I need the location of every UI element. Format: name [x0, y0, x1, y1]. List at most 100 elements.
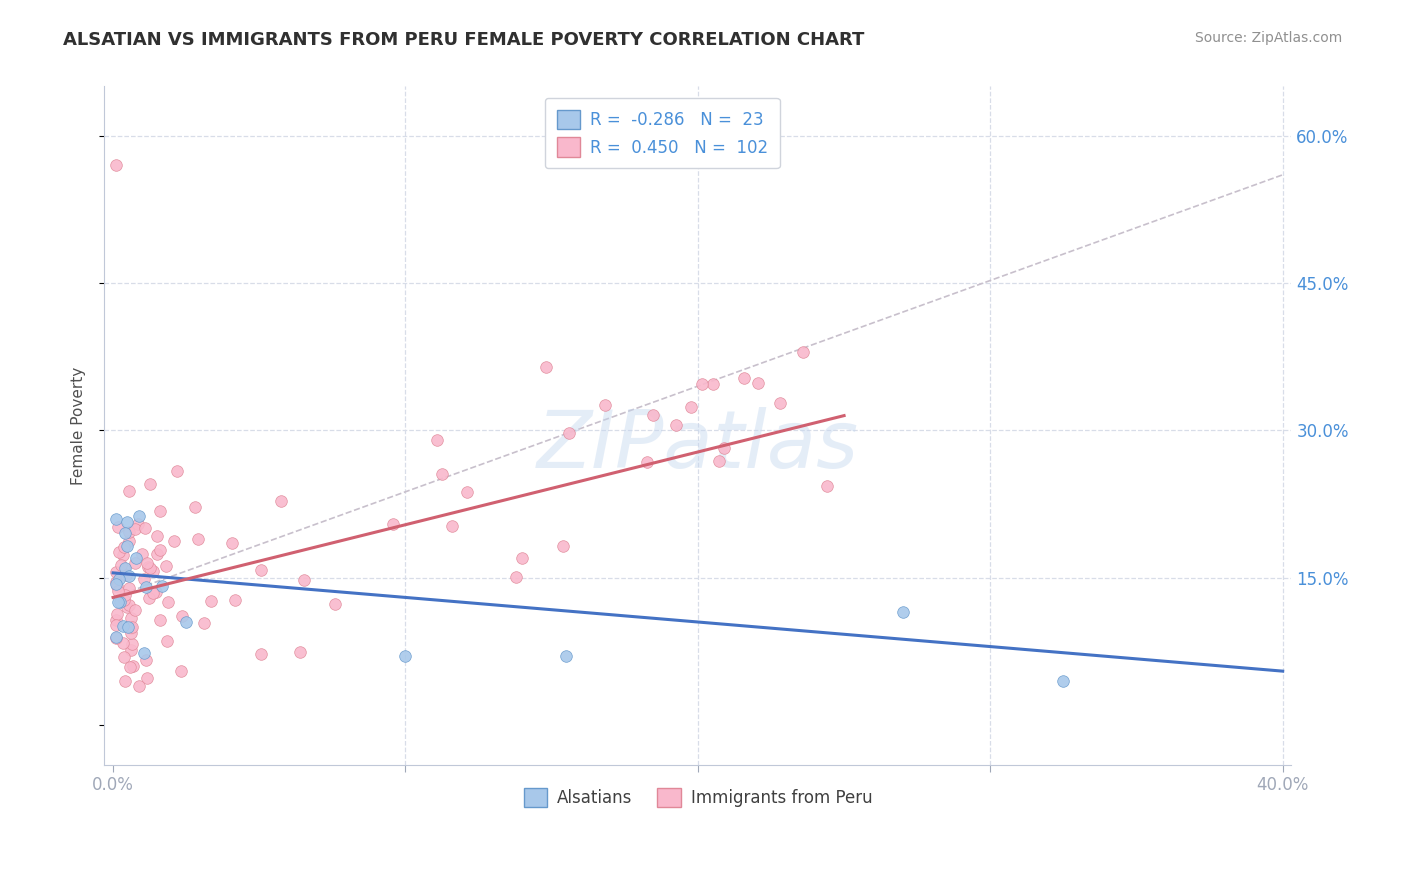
Point	[108, 594, 131, 608]
Point	[112, 592, 135, 607]
Point	[121, 620, 143, 634]
Point	[117, 598, 139, 612]
Point	[112, 561, 135, 575]
Point	[134, 521, 156, 535]
Point	[135, 671, 157, 685]
Point	[120, 611, 142, 625]
Point	[193, 615, 215, 630]
Point	[114, 567, 136, 582]
Point	[394, 649, 416, 664]
Point	[120, 621, 142, 635]
Point	[118, 581, 141, 595]
Point	[111, 548, 134, 562]
Point	[145, 585, 167, 599]
Point	[187, 533, 209, 547]
Point	[131, 547, 153, 561]
Point	[104, 631, 127, 645]
Point	[135, 653, 157, 667]
Point	[111, 619, 134, 633]
Point	[747, 376, 769, 390]
Point	[174, 615, 197, 630]
Point	[117, 539, 139, 553]
Point	[163, 533, 186, 548]
Point	[108, 572, 131, 586]
Point	[125, 550, 148, 565]
Point	[593, 398, 616, 412]
Point	[117, 620, 139, 634]
Point	[104, 630, 127, 644]
Point	[323, 598, 346, 612]
Point	[111, 636, 134, 650]
Point	[166, 464, 188, 478]
Point	[636, 455, 658, 469]
Point	[118, 483, 141, 498]
Point	[769, 396, 792, 410]
Point	[157, 595, 180, 609]
Point	[104, 575, 127, 590]
Point	[127, 517, 149, 532]
Point	[553, 539, 575, 553]
Point	[128, 680, 150, 694]
Point	[149, 543, 172, 558]
Point	[142, 564, 165, 578]
Point	[713, 441, 735, 455]
Point	[120, 643, 142, 657]
Point	[121, 658, 143, 673]
Point	[891, 605, 914, 619]
Text: ZIPatlas: ZIPatlas	[537, 407, 859, 484]
Point	[105, 607, 128, 622]
Point	[139, 561, 162, 575]
Point	[120, 660, 142, 674]
Point	[117, 516, 139, 530]
Text: Source: ZipAtlas.com: Source: ZipAtlas.com	[1195, 31, 1343, 45]
Point	[115, 600, 138, 615]
Legend: Alsatians, Immigrants from Peru: Alsatians, Immigrants from Peru	[517, 781, 879, 814]
Point	[292, 573, 315, 587]
Point	[118, 534, 141, 549]
Text: ALSATIAN VS IMMIGRANTS FROM PERU FEMALE POVERTY CORRELATION CHART: ALSATIAN VS IMMIGRANTS FROM PERU FEMALE …	[63, 31, 865, 49]
Point	[121, 636, 143, 650]
Point	[128, 509, 150, 524]
Point	[221, 535, 243, 549]
Point	[112, 650, 135, 665]
Point	[145, 528, 167, 542]
Point	[104, 565, 127, 579]
Point	[118, 524, 141, 539]
Point	[134, 572, 156, 586]
Point	[136, 560, 159, 574]
Y-axis label: Female Poverty: Female Poverty	[72, 367, 86, 484]
Point	[138, 591, 160, 605]
Point	[104, 577, 127, 591]
Point	[707, 454, 730, 468]
Point	[224, 593, 246, 607]
Point	[534, 359, 557, 374]
Point	[681, 401, 703, 415]
Point	[381, 517, 404, 532]
Point	[733, 371, 755, 385]
Point	[505, 570, 527, 584]
Point	[120, 626, 142, 640]
Point	[200, 594, 222, 608]
Point	[690, 377, 713, 392]
Point	[114, 588, 136, 602]
Point	[250, 563, 273, 577]
Point	[432, 467, 454, 482]
Point	[149, 503, 172, 517]
Point	[118, 568, 141, 582]
Point	[132, 646, 155, 660]
Point	[136, 556, 159, 570]
Point	[288, 644, 311, 658]
Point	[112, 541, 135, 555]
Point	[1052, 673, 1074, 688]
Point	[104, 613, 127, 627]
Point	[108, 544, 131, 558]
Point	[558, 426, 581, 441]
Point	[155, 559, 177, 574]
Point	[643, 409, 665, 423]
Point	[135, 581, 157, 595]
Point	[104, 617, 127, 632]
Point	[124, 556, 146, 570]
Point	[124, 603, 146, 617]
Point	[792, 345, 814, 359]
Point	[104, 158, 127, 172]
